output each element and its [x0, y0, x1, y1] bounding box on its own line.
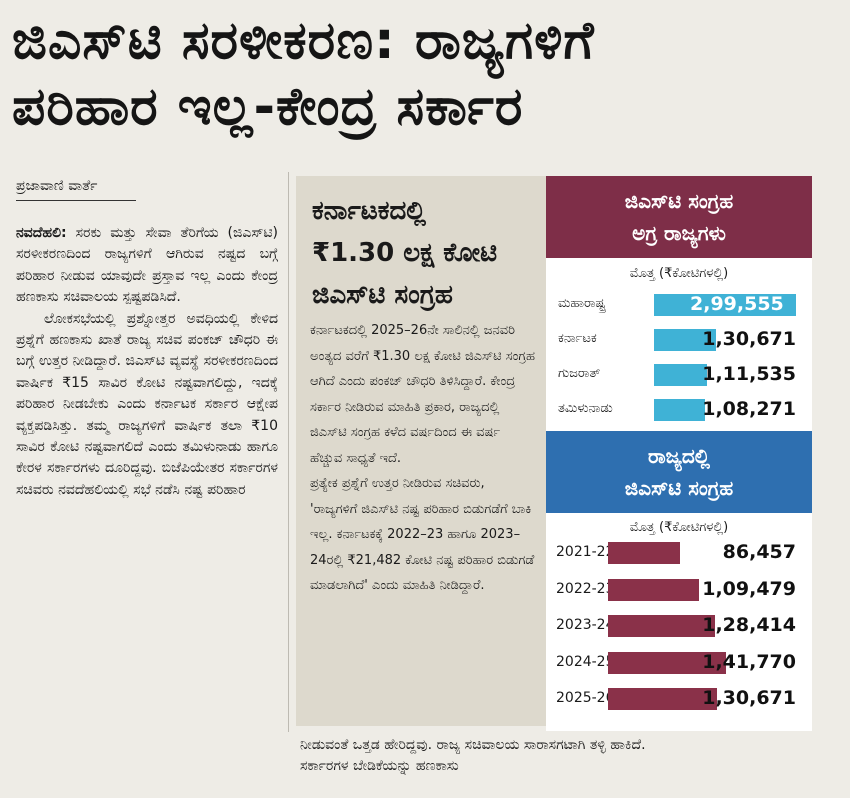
bar-label: ಮಹಾರಾಷ್ಟ್ರ — [558, 296, 606, 311]
bar — [608, 615, 715, 637]
chart-row-state: ಮಹಾರಾಷ್ಟ್ರ 2,99,555 — [546, 292, 812, 318]
story-body: ನವದೆಹಲಿ: ಸರಕು ಮತ್ತು ಸೇವಾ ತೆರಿಗೆಯ (ಜಿಎಸ್‌… — [16, 223, 278, 501]
bar-value-label: 1,11,535 — [702, 363, 796, 385]
sidebar-paragraph-1: ಕರ್ನಾಟಕದಲ್ಲಿ 2025–26ನೇ ಸಾಲಿನಲ್ಲಿ ಜನವರಿ ಅ… — [310, 323, 536, 466]
bar — [608, 578, 699, 601]
bar-value-label: 1,30,671 — [702, 328, 796, 350]
chart-state-yearly-unit: ಮೊತ್ತ (₹ಕೋಟಿಗಳಲ್ಲಿ) — [629, 520, 729, 535]
bar — [608, 651, 726, 674]
bar-value-label: 1,09,479 — [702, 577, 796, 600]
bar-value-label: 86,457 — [722, 541, 796, 563]
chart-row-state: ತಮಿಳುನಾಡು 1,08,271 — [546, 397, 812, 423]
chart-top-states: ಜಿಎಸ್‌ಟಿ ಸಂಗ್ರಹ ಅಗ್ರ ರಾಜ್ಯಗಳು ಮೊತ್ತ (₹ಕೋ… — [546, 176, 812, 431]
chart-row-year: 2023-24 1,28,414 — [546, 613, 812, 639]
bar — [654, 399, 705, 421]
story-continuation-line-1: ನೀಡುವಂತೆ ಒತ್ತಡ ಹೇರಿದ್ದವು. ರಾಜ್ಯ ಸಚಿವಾಲಯ … — [300, 737, 646, 753]
headline-line-2: ಪರಿಹಾರ ಇಲ್ಲ-ಕೇಂದ್ರ ಸರ್ಕಾರ — [12, 77, 524, 137]
bar — [608, 688, 717, 710]
chart-state-yearly: ರಾಜ್ಯದಲ್ಲಿ ಜಿಎಸ್‌ಟಿ ಸಂಗ್ರಹ ಮೊತ್ತ (₹ಕೋಟಿಗ… — [546, 431, 812, 731]
chart-top-states-unit: ಮೊತ್ತ (₹ಕೋಟಿಗಳಲ್ಲಿ) — [629, 266, 729, 281]
bar-value-label: 1,08,271 — [702, 398, 796, 420]
chart-row-year: 2022-23 1,09,479 — [546, 577, 812, 603]
chart-top-states-title-line-2: ಅಗ್ರ ರಾಜ್ಯಗಳು — [632, 221, 726, 245]
column-divider — [288, 172, 289, 732]
sidebar-title-line-3: ಜಿಎಸ್‌ಟಿ ಸಂಗ್ರಹ — [312, 280, 453, 310]
bar-label: 2021-22 — [556, 544, 615, 560]
story-continuation-line-2: ಸರ್ಕಾರಗಳ ಬೇಡಿಕೆಯನ್ನು ಹಣಕಾಸು — [300, 758, 459, 774]
bar-value-label: 2,99,555 — [690, 293, 784, 315]
bar-label: ಗುಜರಾತ್ — [558, 366, 601, 381]
story-paragraph-1-text: ಸರಕು ಮತ್ತು ಸೇವಾ ತೆರಿಗೆಯ (ಜಿಎಸ್‌ಟಿ) ಸರಳೀಕ… — [16, 225, 278, 306]
story-continuation: ನೀಡುವಂತೆ ಒತ್ತಡ ಹೇರಿದ್ದವು. ರಾಜ್ಯ ಸಚಿವಾಲಯ … — [300, 735, 820, 777]
headline: ಜಿಎಸ್‌ಟಿ ಸರಳೀಕರಣ: ರಾಜ್ಯಗಳಿಗೆ ಪರಿಹಾರ ಇಲ್ಲ… — [12, 8, 838, 140]
bar-label: 2022-23 — [556, 580, 615, 597]
bar — [608, 542, 680, 564]
chart-row-year: 2024-25 1,41,770 — [546, 650, 812, 676]
story-column: ಪ್ರಜಾವಾಣಿ ವಾರ್ತೆ ನವದೆಹಲಿ: ಸರಕು ಮತ್ತು ಸೇವ… — [16, 176, 278, 501]
story-paragraph-2: ಲೋಕಸಭೆಯಲ್ಲಿ ಪ್ರಶ್ನೋತ್ತರ ಅವಧಿಯಲ್ಲಿ ಕೇಳಿದ … — [16, 310, 278, 498]
sidebar-box-background — [296, 176, 546, 726]
sidebar-title-line-2: ₹1.30 ಲಕ್ಷ ಕೋಟಿ — [312, 238, 498, 268]
sidebar-box-title: ಕರ್ನಾಟಕದಲ್ಲಿ ₹1.30 ಲಕ್ಷ ಕೋಟಿ ಜಿಎಸ್‌ಟಿ ಸಂ… — [312, 190, 538, 316]
bar-value-label: 1,30,671 — [702, 687, 796, 709]
chart-row-year: 2021-22 86,457 — [546, 540, 812, 566]
bar-value-label: 1,41,770 — [702, 650, 796, 673]
chart-row-state: ಗುಜರಾತ್ 1,11,535 — [546, 362, 812, 388]
bar-value-label: 1,28,414 — [702, 614, 796, 636]
chart-top-states-title-line-1: ಜಿಎಸ್‌ಟಿ ಸಂಗ್ರಹ — [624, 189, 734, 213]
headline-line-1: ಜಿಎಸ್‌ಟಿ ಸರಳೀಕರಣ: ರಾಜ್ಯಗಳಿಗೆ — [12, 11, 595, 71]
dateline: ನವದೆಹಲಿ: — [16, 225, 67, 241]
bar-label: ಕರ್ನಾಟಕ — [558, 331, 597, 346]
sidebar-title-line-1: ಕರ್ನಾಟಕದಲ್ಲಿ — [312, 196, 426, 226]
chart-top-states-header: ಜಿಎಸ್‌ಟಿ ಸಂಗ್ರಹ ಅಗ್ರ ರಾಜ್ಯಗಳು — [546, 176, 812, 258]
bar-label: ತಮಿಳುನಾಡು — [558, 401, 613, 416]
bar — [654, 329, 716, 351]
sidebar-box-body: ಕರ್ನಾಟಕದಲ್ಲಿ 2025–26ನೇ ಸಾಲಿನಲ್ಲಿ ಜನವರಿ ಅ… — [310, 318, 536, 599]
story-paragraph-1: ನವದೆಹಲಿ: ಸರಕು ಮತ್ತು ಸೇವಾ ತೆರಿಗೆಯ (ಜಿಎಸ್‌… — [16, 223, 278, 309]
chart-state-yearly-title-line-2: ಜಿಎಸ್‌ಟಿ ಸಂಗ್ರಹ — [624, 476, 734, 500]
byline: ಪ್ರಜಾವಾಣಿ ವಾರ್ತೆ — [16, 176, 136, 201]
bar — [654, 364, 707, 386]
bar-label: 2023-24 — [556, 617, 615, 633]
bar-label: 2024-25 — [556, 653, 615, 670]
chart-state-yearly-header: ರಾಜ್ಯದಲ್ಲಿ ಜಿಎಸ್‌ಟಿ ಸಂಗ್ರಹ — [546, 431, 812, 513]
sidebar-paragraph-2: ಪ್ರತ್ಯೇಕ ಪ್ರಶ್ನೆಗೆ ಉತ್ತರ ನೀಡಿರುವ ಸಚಿವರು,… — [310, 476, 535, 593]
chart-row-year: 2025-26 1,30,671 — [546, 686, 812, 712]
chart-state-yearly-title-line-1: ರಾಜ್ಯದಲ್ಲಿ — [648, 444, 710, 468]
bar-label: 2025-26 — [556, 690, 615, 706]
bar — [654, 294, 796, 316]
chart-row-state: ಕರ್ನಾಟಕ 1,30,671 — [546, 327, 812, 353]
